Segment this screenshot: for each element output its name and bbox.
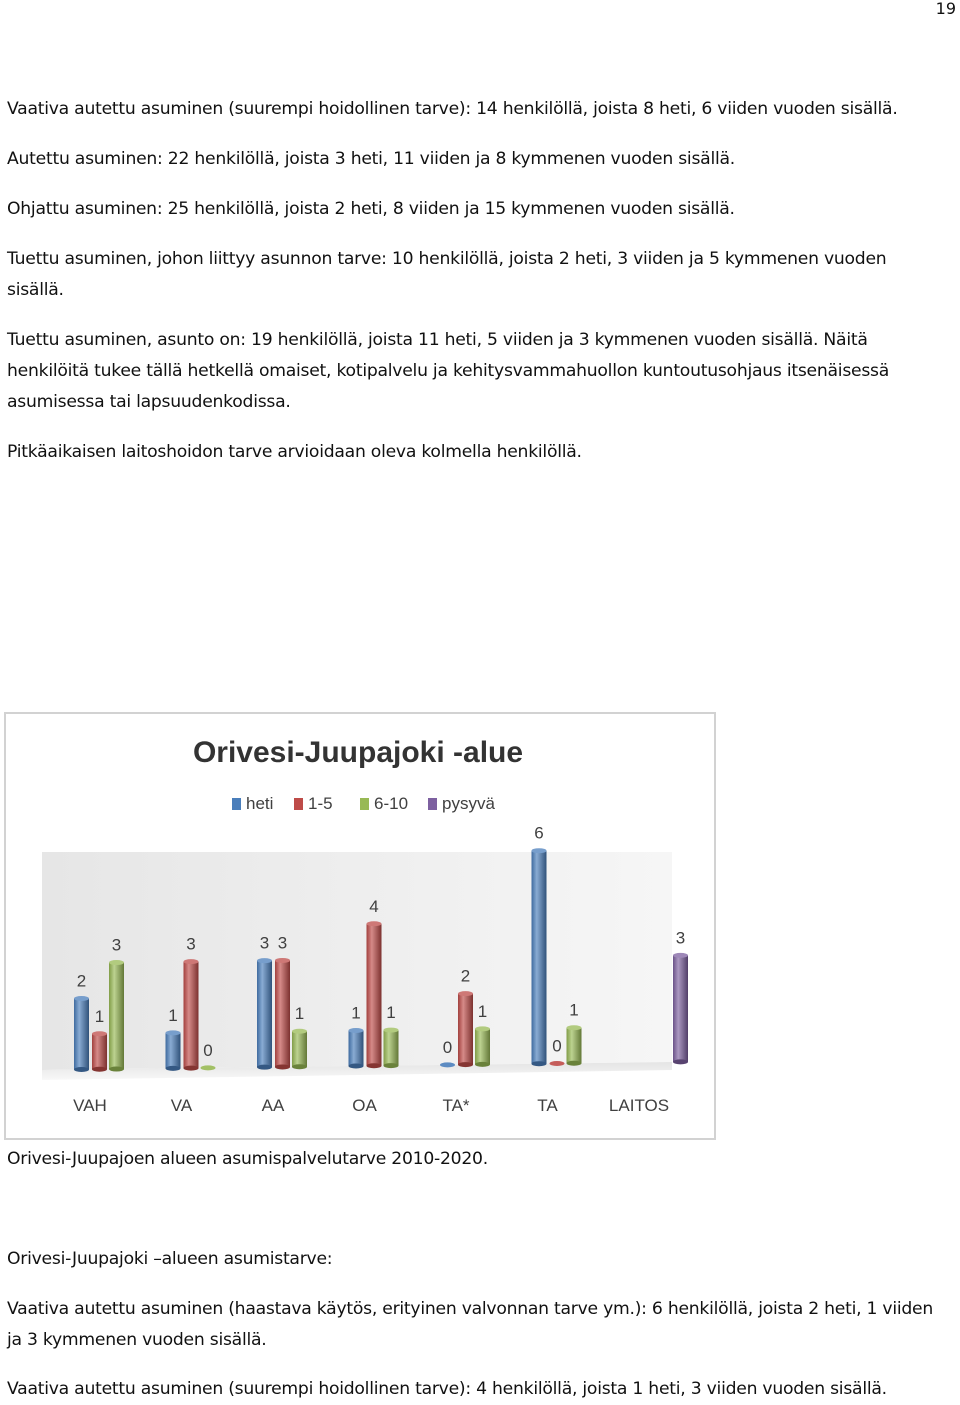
bar-va-heti bbox=[165, 1030, 181, 1071]
x-tick-label-vah: VAH bbox=[73, 1096, 107, 1115]
data-label-ta-15: 2 bbox=[461, 967, 470, 986]
paragraph-tuettu-asunnon-tarve: Tuettu asuminen, johon liittyy asunnon t… bbox=[7, 249, 887, 300]
bar-oa-heti bbox=[348, 1028, 364, 1069]
data-label-ta-heti: 0 bbox=[443, 1038, 452, 1057]
paragraph-vaativa-hoidollinen: Vaativa autettu asuminen (suurempi hoido… bbox=[7, 99, 898, 119]
chart-back-wall bbox=[42, 852, 672, 1070]
data-label-vah-heti: 2 bbox=[77, 971, 86, 990]
bar-laitos-pysyv bbox=[673, 952, 688, 1065]
data-label-laitos-pysyv: 3 bbox=[676, 928, 685, 947]
bar-ta-heti bbox=[531, 848, 547, 1067]
data-label-va-610: 0 bbox=[203, 1041, 212, 1060]
x-tick-label-aa: AA bbox=[262, 1096, 285, 1115]
chart-svg: Orivesi-Juupajoki -alue heti 1-5 6-10 pysyv… bbox=[42, 736, 688, 1115]
data-label-aa-15: 3 bbox=[278, 933, 287, 952]
data-label-va-15: 3 bbox=[186, 935, 195, 954]
legend-swatch-pysyvä bbox=[428, 798, 437, 810]
bar-ta-heti bbox=[440, 1062, 455, 1068]
data-label-vah-15: 1 bbox=[95, 1007, 104, 1026]
bar-ta-15 bbox=[458, 991, 473, 1068]
data-label-ta-15: 0 bbox=[552, 1036, 561, 1055]
data-label-aa-610: 1 bbox=[295, 1004, 304, 1023]
data-label-ta-heti: 6 bbox=[534, 824, 543, 843]
bar-vah-610 bbox=[109, 960, 124, 1072]
data-label-oa-610: 1 bbox=[386, 1003, 395, 1022]
bar-aa-610 bbox=[292, 1028, 307, 1070]
page-number: 19 bbox=[935, 0, 956, 18]
chart-x-axis-labels: VAH VA AA OA TA* TA LAITOS bbox=[73, 1096, 669, 1115]
data-label-ta-610: 1 bbox=[569, 1001, 578, 1020]
bar-oa-610 bbox=[383, 1027, 399, 1069]
paragraph-ohjattu: Ohjattu asuminen: 25 henkilöllä, joista … bbox=[7, 199, 735, 219]
figure-caption: Orivesi-Juupajoen alueen asumispalveluta… bbox=[7, 1149, 488, 1169]
data-label-oa-heti: 1 bbox=[351, 1004, 360, 1023]
x-tick-label-va: VA bbox=[171, 1096, 193, 1115]
paragraph-autettu: Autettu asuminen: 22 henkilöllä, joista … bbox=[7, 149, 735, 169]
legend-swatch-6-10 bbox=[360, 798, 369, 810]
bar-oa-15 bbox=[366, 921, 382, 1069]
bar-aa-heti bbox=[257, 958, 272, 1070]
bar-ta-610 bbox=[566, 1025, 582, 1066]
paragraph-vaativa-hoidollinen-alue: Vaativa autettu asuminen (suurempi hoido… bbox=[7, 1379, 887, 1399]
data-label-oa-15: 4 bbox=[369, 897, 378, 916]
paragraph-alueen-asumistarve: Orivesi-Juupajoki –alueen asumistarve: bbox=[7, 1249, 333, 1269]
chart-legend: heti 1-5 6-10 pysyvä bbox=[232, 794, 495, 813]
data-label-va-heti: 1 bbox=[168, 1006, 177, 1025]
x-tick-label-ta: TA bbox=[537, 1096, 558, 1115]
chart: Orivesi-Juupajoki -alue heti 1-5 6-10 pysyv… bbox=[4, 712, 716, 1140]
legend-label-heti: heti bbox=[246, 794, 273, 813]
bar-ta-15 bbox=[549, 1060, 565, 1066]
data-label-ta-610: 1 bbox=[478, 1002, 487, 1021]
bar-va-610 bbox=[200, 1065, 216, 1071]
legend-swatch-1-5 bbox=[294, 798, 303, 810]
x-tick-label-ta: TA* bbox=[442, 1096, 469, 1115]
paragraph-vaativa-haastava: Vaativa autettu asuminen (haastava käytö… bbox=[7, 1299, 934, 1350]
legend-swatch-heti bbox=[232, 798, 241, 810]
legend-label-6-10: 6-10 bbox=[374, 794, 408, 813]
data-label-aa-heti: 3 bbox=[260, 934, 269, 953]
legend-label-1-5: 1-5 bbox=[308, 794, 333, 813]
x-tick-label-laitos: LAITOS bbox=[609, 1096, 669, 1115]
chart-title: Orivesi-Juupajoki -alue bbox=[193, 736, 523, 769]
x-tick-label-oa: OA bbox=[352, 1096, 377, 1115]
legend-label-pysyvä: pysyvä bbox=[442, 794, 495, 813]
chart-floor bbox=[42, 1062, 672, 1080]
bar-aa-15 bbox=[275, 957, 290, 1070]
bar-va-15 bbox=[183, 959, 199, 1071]
paragraph-laitoshoito: Pitkäaikaisen laitoshoidon tarve arvioid… bbox=[7, 442, 582, 462]
bar-ta-610 bbox=[475, 1026, 490, 1067]
bar-vah-15 bbox=[92, 1031, 107, 1072]
data-label-vah-610: 3 bbox=[112, 936, 121, 955]
paragraph-tuettu-asunto-on: Tuettu asuminen, asunto on: 19 henkilöll… bbox=[7, 330, 890, 412]
bar-vah-heti bbox=[74, 995, 89, 1072]
